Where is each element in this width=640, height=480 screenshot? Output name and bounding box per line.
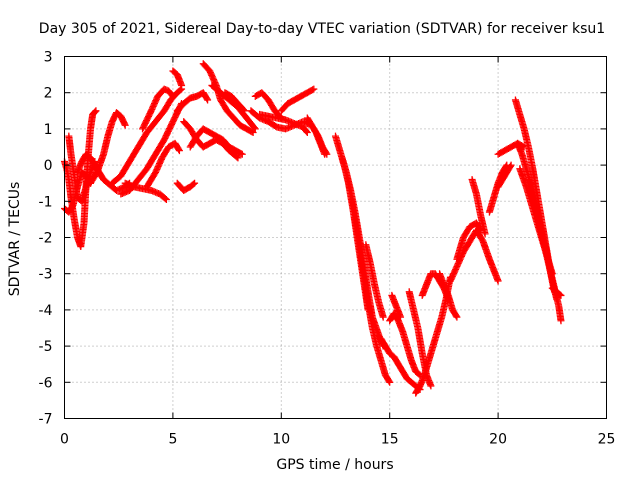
data-point	[322, 149, 330, 157]
y-tick-label: -6	[39, 375, 53, 391]
data-point	[506, 162, 514, 170]
data-series	[351, 215, 394, 386]
data-series	[169, 67, 186, 89]
grid-layer	[64, 56, 607, 419]
data-series	[310, 125, 331, 158]
data-series	[516, 165, 556, 278]
data-point	[175, 145, 183, 153]
data-point	[453, 313, 461, 321]
data-series	[388, 291, 405, 321]
data-series	[453, 219, 485, 263]
data-point	[240, 106, 248, 114]
data-series	[180, 118, 242, 162]
data-point	[204, 96, 212, 104]
y-tick-label: -4	[39, 303, 53, 319]
y-tick-label: 0	[44, 158, 53, 174]
data-series	[87, 109, 129, 187]
data-point	[481, 230, 489, 238]
data-point	[203, 95, 211, 103]
data-point	[240, 107, 248, 115]
data-point	[162, 195, 170, 203]
x-tick-label: 25	[598, 432, 616, 448]
y-tick-label: -2	[39, 231, 53, 247]
data-point	[178, 81, 186, 89]
data-series	[548, 284, 565, 299]
data-point	[175, 147, 183, 155]
data-point	[386, 378, 394, 386]
data-point	[92, 107, 100, 115]
data-series	[405, 288, 435, 390]
data-series	[186, 125, 246, 158]
data-point	[415, 370, 423, 378]
data-point	[91, 108, 99, 116]
data-series	[446, 226, 480, 285]
data-point	[385, 377, 393, 385]
data-point	[191, 179, 199, 187]
data-point	[303, 129, 311, 137]
data-point	[249, 129, 257, 137]
data-point	[168, 91, 176, 99]
data-series	[139, 85, 177, 133]
x-tick-label: 0	[60, 432, 69, 448]
y-tick-label: 3	[44, 50, 53, 66]
data-point	[309, 86, 317, 94]
data-point	[237, 150, 245, 158]
data-point	[302, 127, 310, 135]
data-point	[169, 92, 177, 100]
y-tick-label: -5	[39, 339, 53, 355]
data-point	[161, 195, 169, 203]
y-tick-label: -7	[39, 412, 53, 428]
data-point	[427, 382, 435, 390]
data-series	[277, 85, 318, 115]
data-series	[256, 110, 311, 137]
data-point	[557, 317, 565, 325]
data-series	[173, 89, 212, 115]
y-tick-label: 1	[44, 122, 53, 138]
data-point	[494, 277, 502, 285]
y-tick-label: -1	[39, 194, 53, 210]
data-point	[189, 180, 197, 188]
data-point	[250, 124, 258, 132]
data-point	[452, 312, 460, 320]
data-layer	[61, 60, 565, 397]
data-series	[362, 241, 387, 321]
data-point	[121, 121, 129, 129]
data-series	[472, 226, 502, 285]
data-series	[65, 132, 99, 205]
data-point	[251, 125, 259, 133]
y-axis-title: SDTVAR / TECUs	[7, 182, 23, 297]
x-tick-label: 5	[168, 432, 177, 448]
data-point	[557, 291, 565, 299]
data-series	[436, 270, 461, 321]
data-series	[74, 150, 134, 194]
x-axis-title: GPS time / hours	[276, 457, 393, 473]
x-tick-label: 10	[272, 432, 290, 448]
data-point	[176, 86, 184, 94]
chart-title: Day 305 of 2021, Sidereal Day-to-day VTE…	[39, 21, 605, 37]
data-series	[468, 176, 489, 238]
data-series	[208, 81, 259, 133]
data-series	[173, 179, 199, 194]
data-point	[397, 313, 405, 321]
data-series	[143, 139, 183, 191]
y-tick-label: 2	[44, 86, 53, 102]
data-series	[386, 310, 424, 379]
data-series	[377, 335, 424, 394]
data-point	[507, 161, 515, 169]
data-point	[238, 150, 246, 158]
data-series	[221, 89, 248, 115]
y-tick-label: -3	[39, 267, 53, 283]
x-tick-label: 20	[489, 432, 507, 448]
data-series	[494, 161, 515, 191]
data-point	[310, 85, 318, 93]
data-point	[379, 313, 387, 321]
x-tick-label: 15	[381, 432, 399, 448]
data-point	[548, 270, 556, 278]
data-point	[323, 150, 331, 158]
data-point	[556, 291, 564, 299]
